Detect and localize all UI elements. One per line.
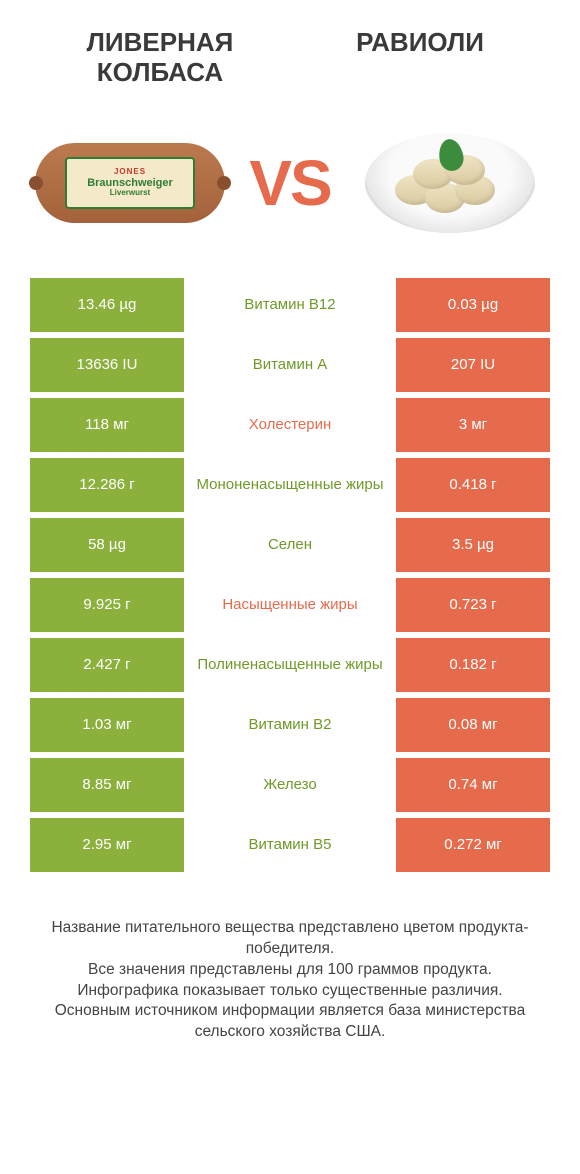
footer-notes: Название питательного вещества представл…: [0, 878, 580, 1044]
food-left-image: JONES Braunschweiger Liverwurst: [30, 118, 230, 248]
table-row: 118 мгХолестерин3 мг: [30, 398, 550, 452]
left-value: 1.03 мг: [30, 698, 184, 752]
left-value: 2.95 мг: [30, 818, 184, 872]
right-value: 3 мг: [396, 398, 550, 452]
table-row: 58 µgСелен3.5 µg: [30, 518, 550, 572]
right-value: 0.272 мг: [396, 818, 550, 872]
left-value: 9.925 г: [30, 578, 184, 632]
nutrient-label: Мононенасыщенные жиры: [184, 458, 396, 512]
right-value: 0.182 г: [396, 638, 550, 692]
right-value: 0.74 мг: [396, 758, 550, 812]
right-value: 207 IU: [396, 338, 550, 392]
table-row: 8.85 мгЖелезо0.74 мг: [30, 758, 550, 812]
header: ЛИВЕРНАЯ КОЛБАСА РАВИОЛИ: [0, 0, 580, 88]
left-value: 8.85 мг: [30, 758, 184, 812]
nutrient-label: Насыщенные жиры: [184, 578, 396, 632]
food-right-image: [350, 118, 550, 248]
nutrient-label: Полиненасыщенные жиры: [184, 638, 396, 692]
nutrient-label: Витамин B2: [184, 698, 396, 752]
hero-row: JONES Braunschweiger Liverwurst VS: [0, 88, 580, 278]
table-row: 9.925 гНасыщенные жиры0.723 г: [30, 578, 550, 632]
title-right: РАВИОЛИ: [290, 28, 540, 58]
nutrient-table: 13.46 µgВитамин B120.03 µg13636 IUВитами…: [30, 278, 550, 872]
right-value: 0.03 µg: [396, 278, 550, 332]
table-row: 12.286 гМононенасыщенные жиры0.418 г: [30, 458, 550, 512]
sausage-main: Braunschweiger: [87, 177, 173, 189]
sausage-sub: Liverwurst: [110, 189, 150, 198]
sausage-brand: JONES: [114, 168, 146, 177]
table-row: 2.95 мгВитамин B50.272 мг: [30, 818, 550, 872]
left-value: 13636 IU: [30, 338, 184, 392]
right-value: 0.08 мг: [396, 698, 550, 752]
title-left: ЛИВЕРНАЯ КОЛБАСА: [40, 28, 290, 88]
vs-label: VS: [249, 146, 330, 220]
left-value: 118 мг: [30, 398, 184, 452]
nutrient-label: Холестерин: [184, 398, 396, 452]
left-value: 2.427 г: [30, 638, 184, 692]
nutrient-label: Железо: [184, 758, 396, 812]
left-value: 12.286 г: [30, 458, 184, 512]
nutrient-label: Витамин B5: [184, 818, 396, 872]
table-row: 13636 IUВитамин A207 IU: [30, 338, 550, 392]
table-row: 13.46 µgВитамин B120.03 µg: [30, 278, 550, 332]
table-row: 2.427 гПолиненасыщенные жиры0.182 г: [30, 638, 550, 692]
left-value: 13.46 µg: [30, 278, 184, 332]
nutrient-label: Витамин A: [184, 338, 396, 392]
right-value: 0.723 г: [396, 578, 550, 632]
left-value: 58 µg: [30, 518, 184, 572]
nutrient-label: Селен: [184, 518, 396, 572]
table-row: 1.03 мгВитамин B20.08 мг: [30, 698, 550, 752]
right-value: 3.5 µg: [396, 518, 550, 572]
right-value: 0.418 г: [396, 458, 550, 512]
nutrient-label: Витамин B12: [184, 278, 396, 332]
